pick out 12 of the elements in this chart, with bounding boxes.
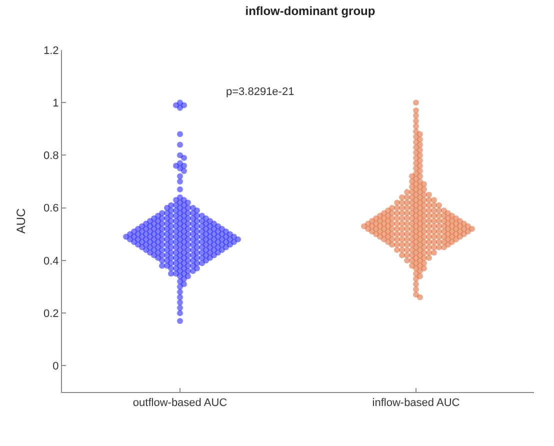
x-tick-label: inflow-based AUC xyxy=(372,397,460,410)
y-tick-label: 0.8 xyxy=(44,150,59,162)
y-tick-label: 0.4 xyxy=(44,255,59,268)
y-tick-label: 0 xyxy=(52,360,59,373)
chart-title: inflow-dominant group xyxy=(245,4,376,18)
y-tick-label: 0.2 xyxy=(44,308,59,320)
y-axis-title: AUC xyxy=(14,208,28,234)
annotation: p=3.8291e-21 xyxy=(226,86,294,98)
x-tick-label: outflow-based AUC xyxy=(132,397,228,410)
y-tick-label: 0.6 xyxy=(44,202,59,215)
y-tick-label: 1.2 xyxy=(44,44,59,57)
y-tick-label: 1 xyxy=(52,97,59,110)
